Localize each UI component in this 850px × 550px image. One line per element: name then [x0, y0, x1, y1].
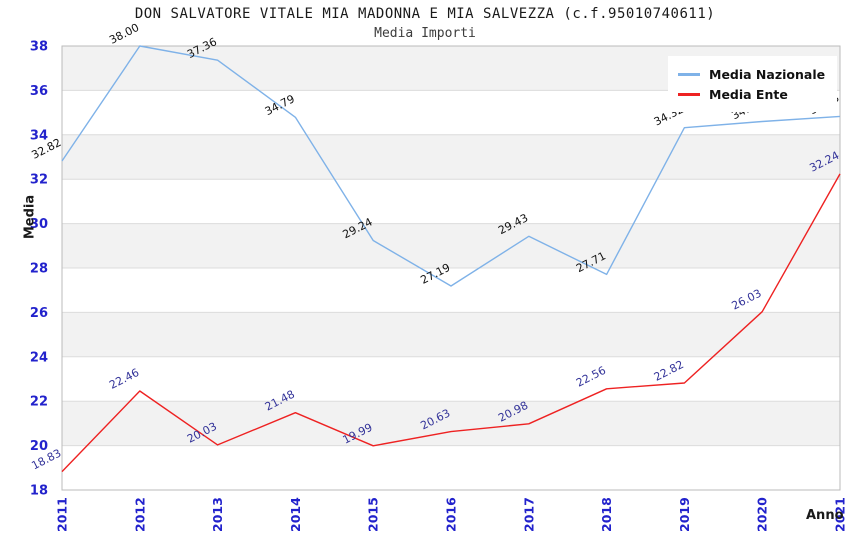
- y-tick-label: 36: [30, 84, 48, 99]
- grid-band: [62, 223, 840, 268]
- point-label: 22.82: [652, 358, 686, 384]
- x-tick-label: 2012: [132, 497, 147, 532]
- y-tick-label: 24: [30, 350, 48, 365]
- legend-swatch-media-nazionale: [678, 72, 700, 76]
- legend-swatch-media-ente: [678, 92, 700, 96]
- series-line-media-ente: [61, 173, 841, 473]
- x-tick-label: 2019: [677, 497, 692, 532]
- x-tick-label: 2015: [366, 497, 381, 532]
- legend-item-media-nazionale: Media Nazionale: [678, 65, 825, 83]
- x-tick-label: 2014: [288, 497, 303, 532]
- point-label: 38.00: [107, 21, 141, 47]
- legend-label: Media Ente: [709, 86, 788, 102]
- grid-band: [62, 134, 840, 180]
- point-label: 22.46: [107, 366, 141, 392]
- y-tick-label: 22: [30, 395, 48, 410]
- point-label: 22.56: [574, 364, 608, 390]
- x-tick-label: 2011: [55, 497, 70, 532]
- x-tick-label: 2013: [210, 497, 225, 532]
- x-tick-label: 2021: [833, 497, 848, 532]
- x-tick-label: 2016: [444, 497, 459, 532]
- legend-label: Media Nazionale: [709, 66, 826, 82]
- grid-band: [62, 312, 840, 357]
- y-axis-title: Media: [22, 194, 38, 240]
- y-tick-label: 38: [30, 40, 48, 55]
- y-tick-label: 30: [30, 217, 48, 232]
- y-tick-label: 26: [30, 306, 48, 321]
- series-line-media-nazionale: [61, 45, 841, 287]
- legend: Media Nazionale Media Ente: [668, 56, 838, 112]
- page-title: DON SALVATORE VITALE MIA MADONNA E MIA S…: [134, 6, 716, 22]
- plot-border: [61, 45, 841, 491]
- grid-band: [62, 401, 840, 446]
- y-tick-label: 28: [30, 262, 48, 277]
- page-subtitle: Media Importi: [374, 26, 476, 41]
- x-tick-label: 2017: [521, 497, 536, 532]
- x-tick-label: 2018: [599, 497, 614, 532]
- y-tick-label: 20: [30, 439, 48, 454]
- x-tick-label: 2020: [755, 497, 770, 532]
- y-tick-label: 34: [30, 128, 48, 143]
- x-axis-title: Anno: [806, 508, 844, 523]
- y-tick-label: 32: [30, 173, 48, 188]
- y-tick-label: 18: [30, 484, 48, 499]
- point-label: 26.03: [730, 287, 764, 313]
- legend-item-media-ente: Media Ente: [678, 85, 825, 103]
